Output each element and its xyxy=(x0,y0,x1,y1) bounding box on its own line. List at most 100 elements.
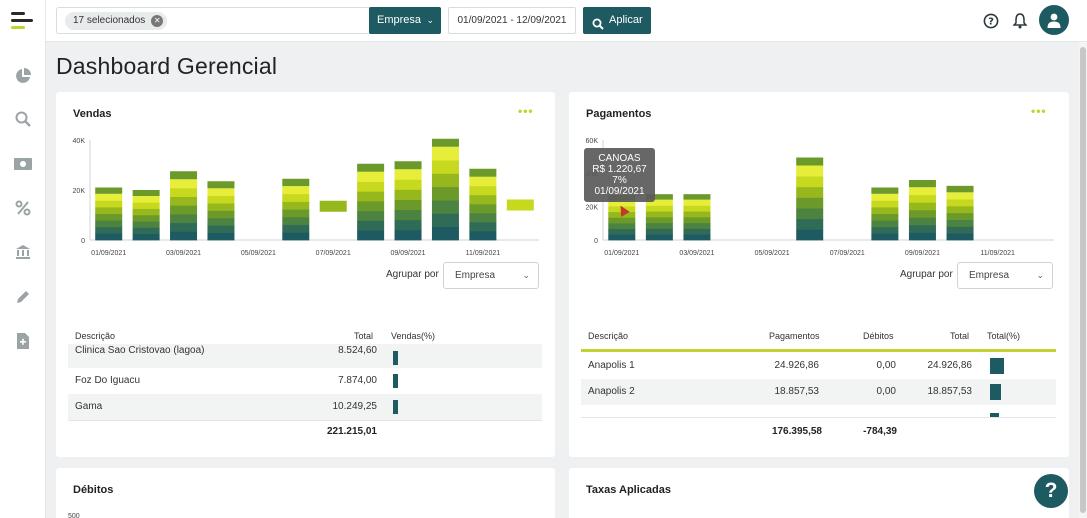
table-row[interactable]: Foz Do Iguacu 7.874,00 xyxy=(68,368,542,394)
bar[interactable] xyxy=(282,178,310,241)
row-pagamentos: 18.857,53 xyxy=(774,386,820,397)
tooltip-pct: 7% xyxy=(612,175,627,186)
chip-remove-icon[interactable]: ✕ xyxy=(151,15,164,27)
scrollbar-thumb[interactable] xyxy=(1080,47,1086,513)
dashboard-pie-icon[interactable] xyxy=(13,66,33,86)
tooltip-company: CANOAS xyxy=(598,153,641,164)
menu-logo-icon[interactable] xyxy=(11,12,33,30)
bar-segment xyxy=(469,212,497,223)
x-tick-label: 05/09/2021 xyxy=(755,250,790,257)
help-icon[interactable]: ? xyxy=(981,11,1001,31)
bank-icon[interactable] xyxy=(13,242,33,262)
bar[interactable] xyxy=(207,181,235,241)
bar-segment xyxy=(132,202,160,209)
y-tick-label: 60K xyxy=(586,138,599,145)
col-total: Total xyxy=(354,331,374,341)
bar[interactable] xyxy=(431,138,459,241)
bar[interactable] xyxy=(95,187,123,241)
row-total: 18.857,53 xyxy=(927,386,973,397)
bar-segment xyxy=(394,169,422,180)
document-icon[interactable] xyxy=(13,331,33,351)
col-descricao: Descrição xyxy=(75,331,116,341)
bar[interactable] xyxy=(645,194,673,241)
user-avatar[interactable] xyxy=(1039,5,1069,35)
selection-chip[interactable]: 17 selecionados ✕ xyxy=(65,12,168,30)
bar-segment xyxy=(469,176,497,187)
bar[interactable] xyxy=(506,199,534,211)
bar-segment xyxy=(946,192,974,200)
bar-segment xyxy=(871,226,899,234)
bar[interactable] xyxy=(357,163,385,241)
date-range-input[interactable]: 01/09/2021 - 12/09/2021 xyxy=(448,7,576,34)
bar[interactable] xyxy=(170,171,198,241)
bar-segment xyxy=(431,213,459,228)
table-footer-divider xyxy=(68,420,542,421)
more-options-icon[interactable]: ••• xyxy=(518,104,534,118)
bar-segment xyxy=(132,196,160,203)
y-tick-label: 20K xyxy=(586,205,599,212)
table-row[interactable]: Anapolis 2 18.857,53 0,00 18.857,53 xyxy=(581,379,1056,405)
table-row[interactable]: Clinica Sao Cristovao (lagoa) 8.524,60 xyxy=(68,344,542,368)
row-descricao: Clinica Sao Cristovao (lagoa) xyxy=(75,345,205,356)
bar-segment xyxy=(871,207,899,214)
group-by-select[interactable]: Empresa ⌄ xyxy=(443,262,539,289)
bar-segment xyxy=(357,163,385,172)
search-report-icon[interactable] xyxy=(13,109,33,129)
bar[interactable] xyxy=(946,185,974,241)
y-tick-label: 0 xyxy=(81,238,85,245)
bar[interactable] xyxy=(683,194,711,241)
bar-segment xyxy=(132,233,160,241)
bar-segment xyxy=(207,210,235,219)
bar-segment xyxy=(394,161,422,170)
bar-segment xyxy=(431,186,459,201)
empresa-dropdown-button[interactable]: Empresa ⌄ xyxy=(369,7,441,34)
row-total: 8.524,60 xyxy=(338,345,377,356)
row-pagamentos: 24.926,86 xyxy=(774,360,820,371)
bar-segment xyxy=(683,228,711,235)
x-tick-label: 01/09/2021 xyxy=(604,250,639,257)
table-row[interactable]: Anapolis 1 24.926,86 0,00 24.926,86 xyxy=(581,353,1056,379)
bar-segment xyxy=(908,232,936,241)
table-header-divider xyxy=(581,349,1056,352)
bar[interactable] xyxy=(908,180,936,241)
row-pct-bar xyxy=(990,413,999,417)
bar-segment xyxy=(908,217,936,226)
more-options-icon[interactable]: ••• xyxy=(1031,104,1047,118)
bar[interactable] xyxy=(319,200,347,212)
percent-icon[interactable] xyxy=(13,198,33,218)
x-tick-label: 07/09/2021 xyxy=(316,250,351,257)
bar[interactable] xyxy=(871,187,899,241)
chevron-down-icon: ⌄ xyxy=(426,15,434,25)
bar-segment xyxy=(796,229,824,241)
bar[interactable] xyxy=(132,190,160,241)
row-descricao: Anapolis 1 xyxy=(588,360,635,371)
footer-total: 221.215,01 xyxy=(326,426,377,437)
bar-segment xyxy=(357,191,385,202)
bar-segment xyxy=(796,218,824,230)
row-total: 7.874,00 xyxy=(338,375,377,386)
bar-segment xyxy=(394,199,422,211)
bar-segment xyxy=(683,199,711,206)
company-multiselect[interactable]: 17 selecionados ✕ ✕ xyxy=(56,7,408,34)
bell-icon[interactable] xyxy=(1010,11,1030,31)
bar[interactable] xyxy=(796,157,824,241)
bar[interactable] xyxy=(394,161,422,241)
bar-segment xyxy=(282,186,310,195)
bar-segment xyxy=(908,194,936,203)
bar-segment xyxy=(132,190,160,196)
col-total: Total xyxy=(950,331,970,341)
pencil-icon[interactable] xyxy=(13,287,33,307)
tooltip-date: 01/09/2021 xyxy=(594,186,645,197)
bar-segment xyxy=(357,201,385,212)
bar[interactable] xyxy=(469,168,497,241)
bar-segment xyxy=(506,199,534,211)
group-by-select[interactable]: Empresa ⌄ xyxy=(957,262,1053,289)
bar-segment xyxy=(645,211,673,218)
bar-segment xyxy=(357,220,385,231)
group-by-value: Empresa xyxy=(969,270,1010,281)
apply-button[interactable]: Aplicar xyxy=(583,7,651,34)
money-icon[interactable] xyxy=(13,154,33,174)
help-chat-button[interactable]: ? xyxy=(1034,474,1068,508)
sidebar xyxy=(0,0,46,518)
table-row[interactable]: Gama 10.249,25 xyxy=(68,394,542,420)
